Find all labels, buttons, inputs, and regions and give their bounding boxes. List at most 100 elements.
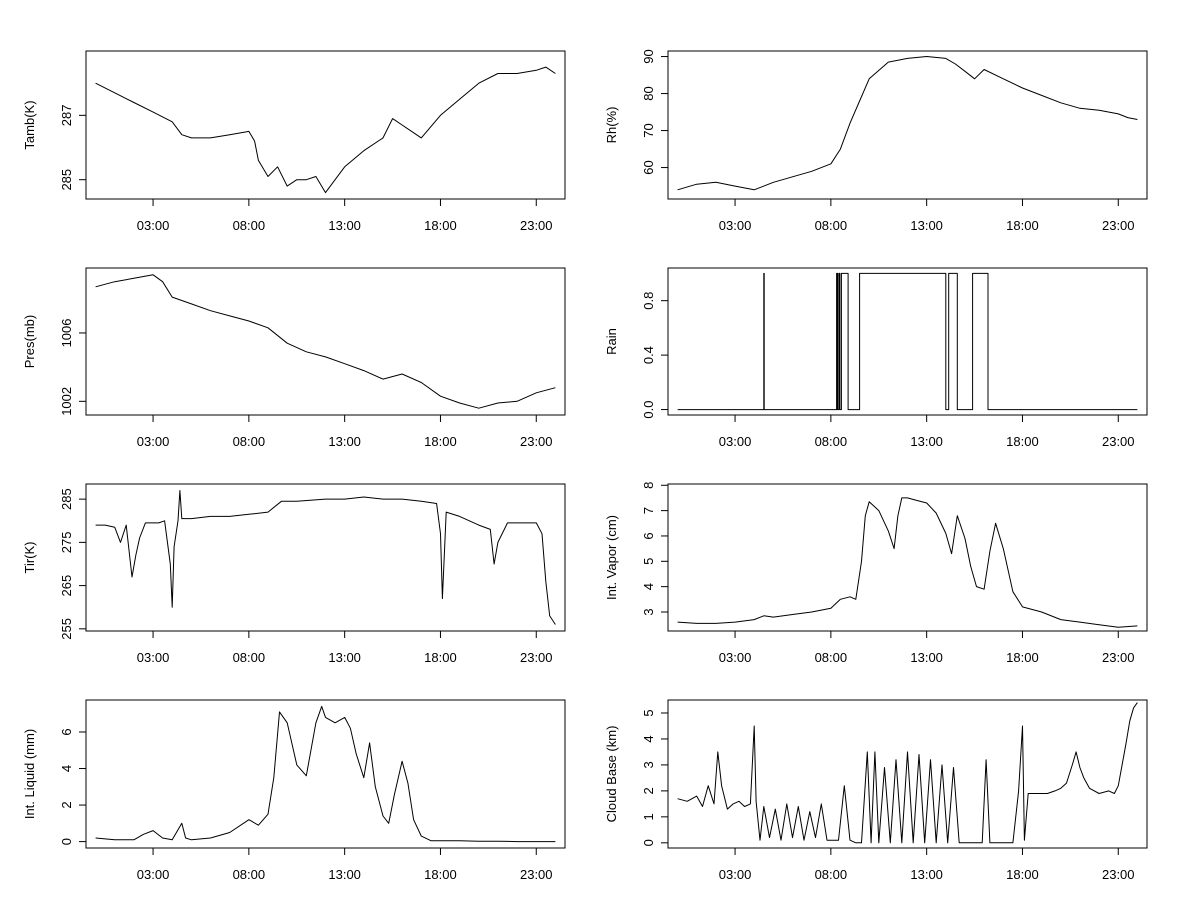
chart-6-x-tick-label: 18:00: [1006, 650, 1039, 665]
chart-1-plot-frame: [85, 50, 566, 200]
chart-1-x-tick-label: 18:00: [424, 218, 457, 233]
chart-1-panel: 03:00 08:00 13:00 18:00 23:00 285 287 Tamb(K): [22, 50, 566, 233]
chart-3-panel: 03:00 08:00 13:00 18:00 23:00 1002 1006 Pres(mb…: [22, 267, 566, 449]
chart-4-y-tick-label: 0.4: [641, 346, 656, 364]
chart-8-x-tick-label: 13:00: [910, 867, 943, 882]
chart-3-x-tick-label: 13:00: [328, 434, 361, 449]
chart-1-y-tick-label: 285: [59, 169, 74, 191]
chart-8-y-tick-label: 2: [641, 787, 656, 794]
chart-5-x-tick-label: 13:00: [328, 650, 361, 665]
chart-1-x-tick-label: 13:00: [328, 218, 361, 233]
chart-5-x-tick-label: 18:00: [424, 650, 457, 665]
chart-2-y-tick-label: 90: [641, 49, 656, 63]
chart-3-x-tick-label: 23:00: [520, 434, 553, 449]
chart-8-y-tick-label: 4: [641, 735, 656, 742]
chart-6-y-tick-label: 6: [641, 532, 656, 539]
chart-6-x-tick-label: 08:00: [815, 650, 848, 665]
chart-7-y-tick-label: 4: [59, 765, 74, 772]
chart-6-y-tick-label: 3: [641, 608, 656, 615]
chart-4-x-tick-label: 08:00: [815, 434, 848, 449]
chart-5-x-tick-label: 08:00: [233, 650, 266, 665]
chart-4-y-axis-label: Rain: [604, 328, 619, 355]
chart-5-y-tick-label: 285: [59, 488, 74, 510]
chart-6-plot-frame: [667, 483, 1148, 632]
chart-4-plot-frame: [667, 267, 1148, 416]
chart-2-series-line: [677, 56, 1138, 191]
chart-8-panel: 03:00 08:00 13:00 18:00 23:00 0 1 2 3 4 5 Cloud Bas…: [604, 699, 1148, 882]
chart-7-series-line: [95, 705, 556, 843]
chart-1-x-tick-label: 23:00: [520, 218, 553, 233]
chart-8-y-tick-label: 5: [641, 709, 656, 716]
chart-7-y-tick-label: 0: [59, 838, 74, 845]
chart-8-series-line: [677, 702, 1138, 844]
chart-6-x-tick-label: 13:00: [910, 650, 943, 665]
chart-8-y-tick-label: 3: [641, 761, 656, 768]
chart-2-x-tick-label: 03:00: [719, 218, 752, 233]
chart-3-x-tick-label: 08:00: [233, 434, 266, 449]
chart-2-y-axis-label: Rh(%): [604, 107, 619, 144]
chart-4-x-tick-label: 13:00: [910, 434, 943, 449]
chart-4-x-tick-label: 03:00: [719, 434, 752, 449]
chart-5-x-tick-label: 23:00: [520, 650, 553, 665]
chart-3-series-line: [95, 274, 556, 409]
chart-7-y-axis-label: Int. Liquid (mm): [22, 729, 37, 819]
chart-7-x-tick-label: 03:00: [137, 867, 170, 882]
chart-4-x-tick-label: 18:00: [1006, 434, 1039, 449]
chart-8-x-tick-label: 18:00: [1006, 867, 1039, 882]
chart-5-panel: 03:00 08:00 13:00 18:00 23:00 255 265 275 285 Tir…: [22, 483, 566, 665]
chart-6-y-tick-label: 5: [641, 558, 656, 565]
chart-2-y-tick-label: 70: [641, 123, 656, 137]
chart-1-x-tick-label: 08:00: [233, 218, 266, 233]
chart-4-x-tick-label: 23:00: [1102, 434, 1135, 449]
chart-2-x-tick-label: 08:00: [815, 218, 848, 233]
chart-8-y-tick-label: 0: [641, 839, 656, 846]
chart-5-series-line: [95, 490, 556, 625]
chart-3-y-tick-label: 1002: [59, 387, 74, 416]
chart-5-y-axis-label: Tir(K): [22, 541, 37, 573]
chart-7-x-tick-label: 23:00: [520, 867, 553, 882]
chart-7-plot-frame: [85, 699, 566, 849]
chart-3-x-tick-label: 18:00: [424, 434, 457, 449]
chart-2-panel: 03:00 08:00 13:00 18:00 23:00 60 70 80 90 Rh(%): [604, 49, 1148, 233]
chart-1-x-tick-label: 03:00: [137, 218, 170, 233]
chart-1-series-line: [95, 66, 556, 194]
chart-2-y-tick-label: 60: [641, 160, 656, 174]
chart-2-y-tick-label: 80: [641, 86, 656, 100]
chart-7-y-tick-label: 2: [59, 801, 74, 808]
chart-4-y-tick-label: 0.0: [641, 401, 656, 419]
chart-8-y-axis-label: Cloud Base (km): [604, 726, 619, 823]
chart-8-x-tick-label: 08:00: [815, 867, 848, 882]
chart-4-y-tick-label: 0.8: [641, 292, 656, 310]
chart-7-panel: 03:00 08:00 13:00 18:00 23:00 0 2 4 6 Int. Liquid…: [22, 699, 566, 882]
chart-1-y-axis-label: Tamb(K): [22, 100, 37, 149]
chart-6-y-tick-label: 4: [641, 583, 656, 590]
chart-6-y-tick-label: 7: [641, 507, 656, 514]
chart-3-x-tick-label: 03:00: [137, 434, 170, 449]
chart-5-y-tick-label: 265: [59, 575, 74, 597]
chart-5-x-tick-label: 03:00: [137, 650, 170, 665]
chart-7-x-tick-label: 13:00: [328, 867, 361, 882]
chart-6-x-tick-label: 23:00: [1102, 650, 1135, 665]
chart-7-y-tick-label: 6: [59, 728, 74, 735]
chart-4-panel: 03:00 08:00 13:00 18:00 23:00 0.0 0.4 0.8 Rain: [604, 267, 1148, 449]
chart-2-x-tick-label: 23:00: [1102, 218, 1135, 233]
chart-7-x-tick-label: 08:00: [233, 867, 266, 882]
chart-2-x-tick-label: 13:00: [910, 218, 943, 233]
chart-5-y-tick-label: 255: [59, 618, 74, 640]
chart-4-series-line: [677, 272, 1138, 411]
chart-3-y-axis-label: Pres(mb): [22, 315, 37, 368]
chart-6-y-tick-label: 8: [641, 482, 656, 489]
chart-6-series-line: [677, 497, 1138, 628]
chart-2-plot-frame: [667, 50, 1148, 200]
chart-6-x-tick-label: 03:00: [719, 650, 752, 665]
chart-8-y-tick-label: 1: [641, 813, 656, 820]
chart-3-y-tick-label: 1006: [59, 318, 74, 347]
chart-8-x-tick-label: 03:00: [719, 867, 752, 882]
chart-3-plot-frame: [85, 267, 566, 416]
chart-8-x-tick-label: 23:00: [1102, 867, 1135, 882]
chart-7-x-tick-label: 18:00: [424, 867, 457, 882]
chart-5-plot-frame: [85, 483, 566, 632]
chart-1-y-tick-label: 287: [59, 104, 74, 126]
